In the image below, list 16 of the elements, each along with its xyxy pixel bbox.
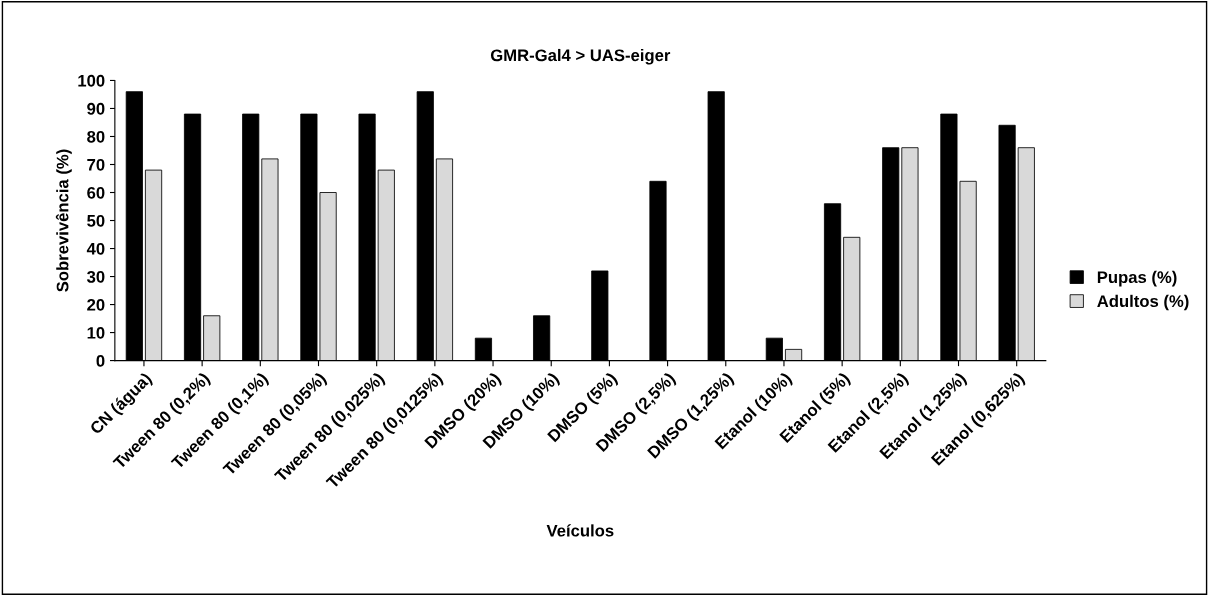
y-tick-label: 60 bbox=[87, 186, 105, 199]
y-tick-label: 50 bbox=[87, 214, 105, 227]
chart-title: GMR-Gal4 > UAS-eiger bbox=[490, 48, 671, 65]
y-tick-label: 30 bbox=[86, 270, 105, 283]
y-axis-title: Sobrevivência (%) bbox=[55, 149, 72, 292]
legend-label: Pupas (%) bbox=[1097, 270, 1177, 287]
y-tick-label: 40 bbox=[86, 242, 105, 255]
y-tick-label: 80 bbox=[87, 130, 105, 143]
y-tick-label: 0 bbox=[96, 354, 105, 367]
y-tick-label: 90 bbox=[87, 102, 105, 115]
y-tick-label: 70 bbox=[87, 158, 105, 171]
y-tick-label: 100 bbox=[78, 74, 105, 87]
y-tick-label: 10 bbox=[87, 326, 105, 339]
x-axis-title: Veículos bbox=[546, 524, 614, 537]
legend-label: Adultos (%) bbox=[1097, 294, 1189, 311]
y-tick-label: 20 bbox=[87, 298, 105, 311]
